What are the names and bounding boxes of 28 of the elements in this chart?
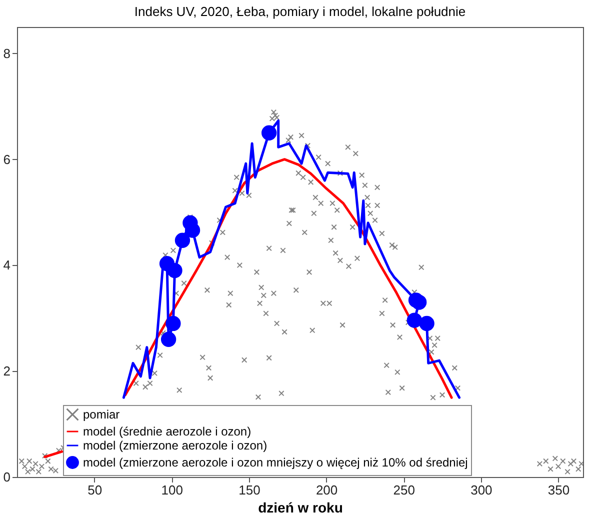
point [174,232,190,248]
x-tick-label: 300 [470,482,492,498]
x-tick-label: 200 [316,482,338,498]
legend-label: pomiar [83,408,120,422]
x-tick-label: 350 [548,482,570,498]
point [419,316,434,332]
x-axis-title: dzień w roku [258,500,343,516]
point [406,312,422,328]
legend-label: model (zmierzone aerozole i ozon mniejszy o więcej niż 10% od średniej [83,456,468,470]
point [166,316,181,332]
legend-label: model (średnie aerozole i ozon) [83,424,252,438]
x-tick-label: 150 [238,482,260,498]
chart-title: Indeks UV, 2020, Łeba, pomiary i model, lokalne południe [134,4,466,19]
x-tick-label: 250 [393,482,415,498]
point [167,262,182,278]
y-tick-label: 8 [3,46,10,61]
x-tick-label: 100 [161,482,183,498]
point [261,125,277,140]
x-tick-label: 50 [88,482,102,498]
point [184,222,200,238]
legend-label: model (zmierzone aerozole i ozon) [83,438,268,452]
y-tick-label: 4 [3,258,10,273]
y-tick-label: 6 [3,152,10,167]
point [411,294,427,310]
y-tick-label: 2 [3,364,10,379]
point [160,332,176,347]
line-series [122,119,461,399]
y-tick-label: 0 [3,470,10,484]
